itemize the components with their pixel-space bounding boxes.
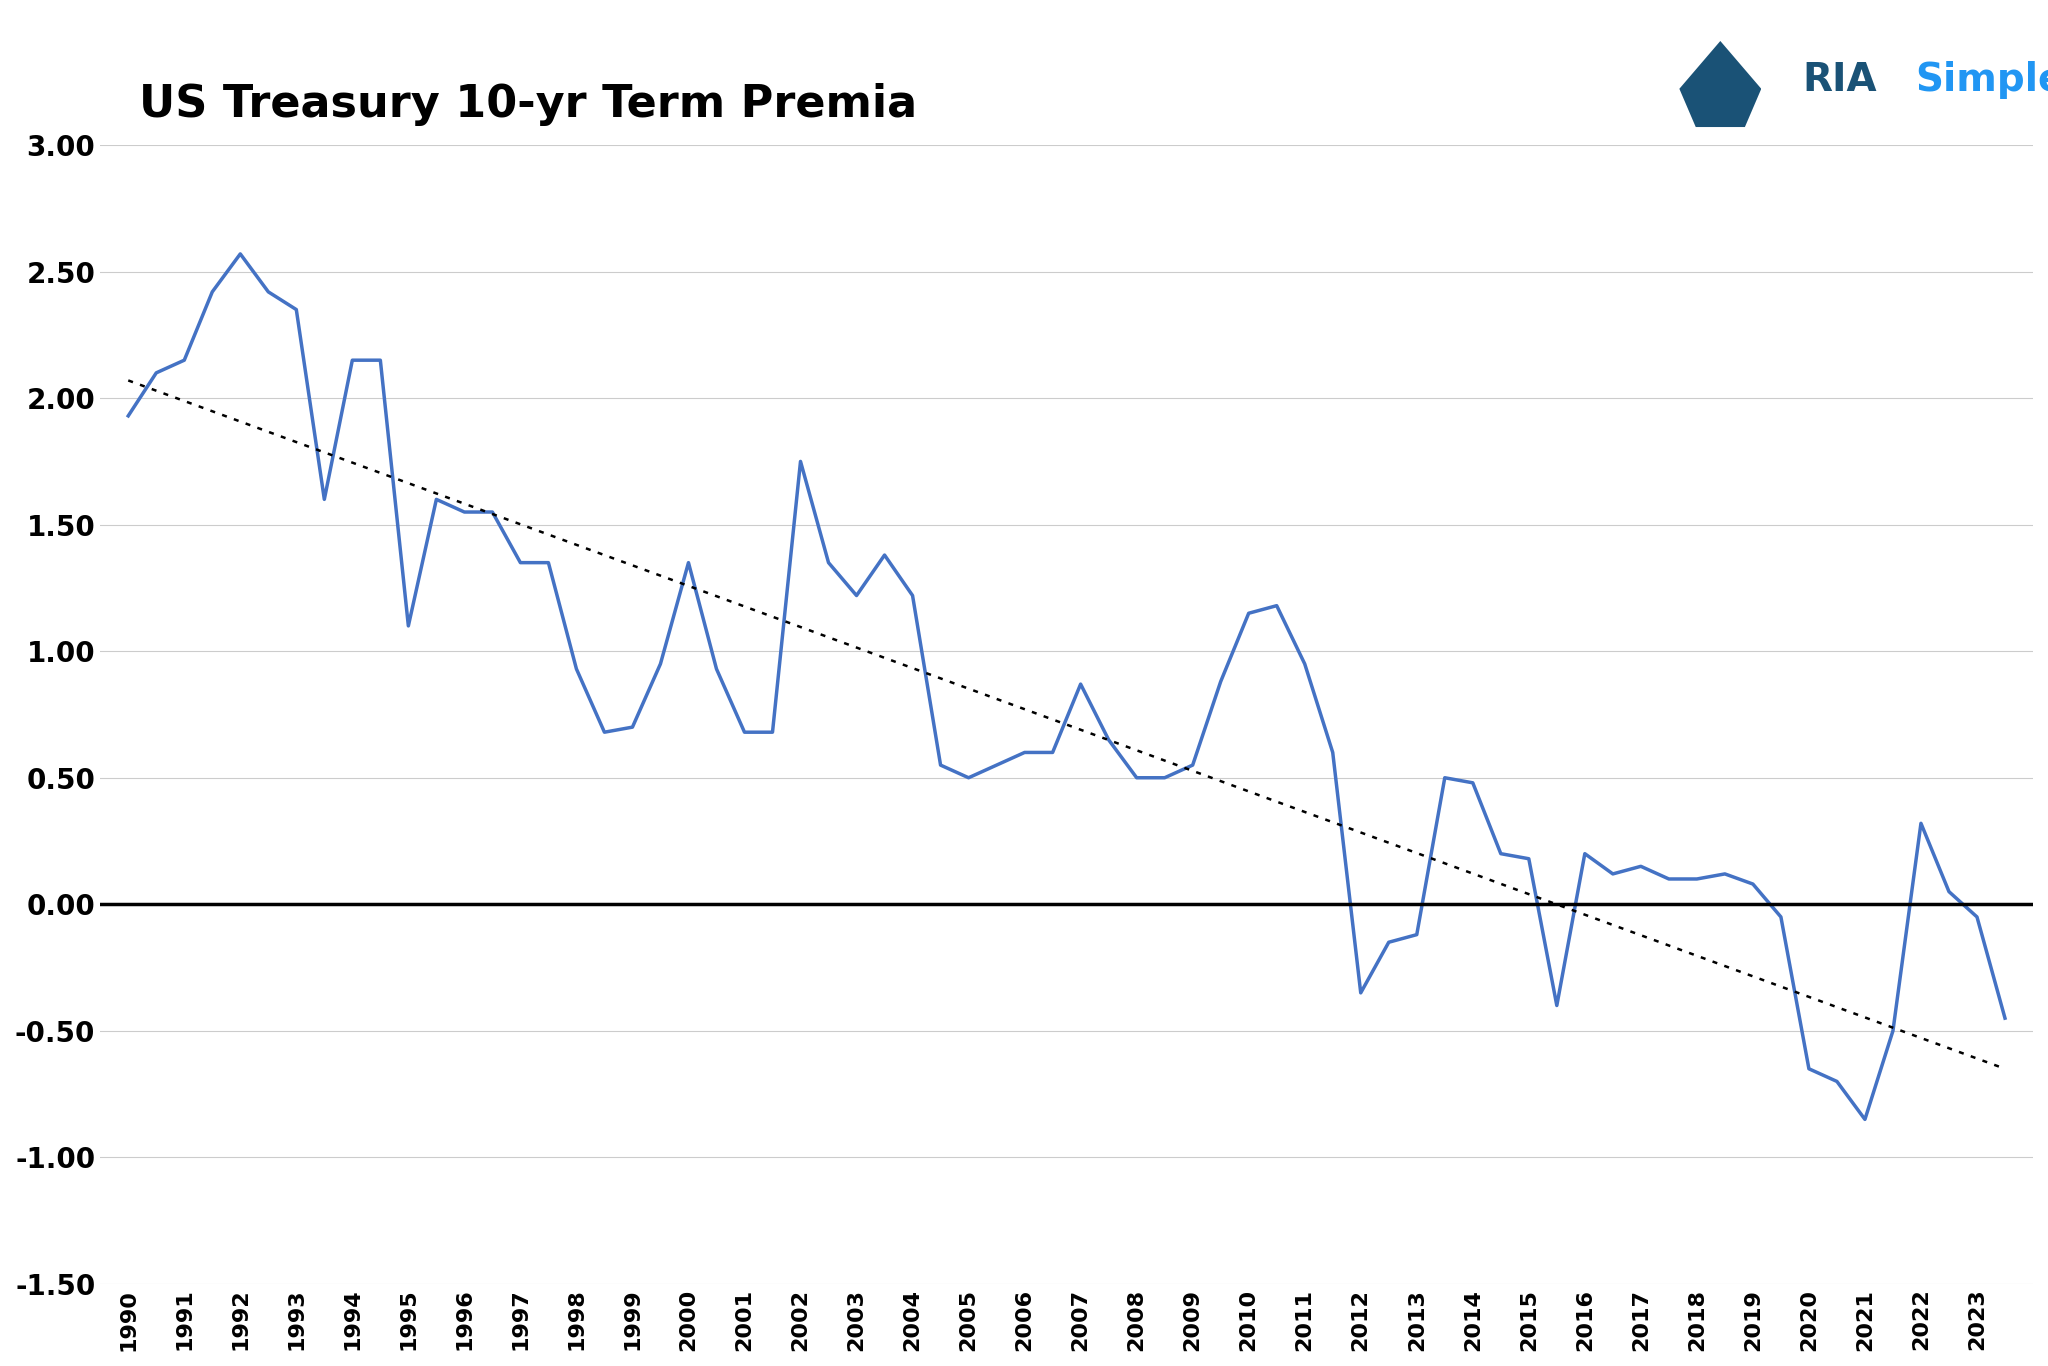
- Text: US Treasury 10-yr Term Premia: US Treasury 10-yr Term Premia: [139, 83, 918, 126]
- Text: RIA: RIA: [1802, 61, 1876, 100]
- Text: SimpleVisor: SimpleVisor: [1915, 61, 2048, 100]
- Polygon shape: [1679, 41, 1761, 127]
